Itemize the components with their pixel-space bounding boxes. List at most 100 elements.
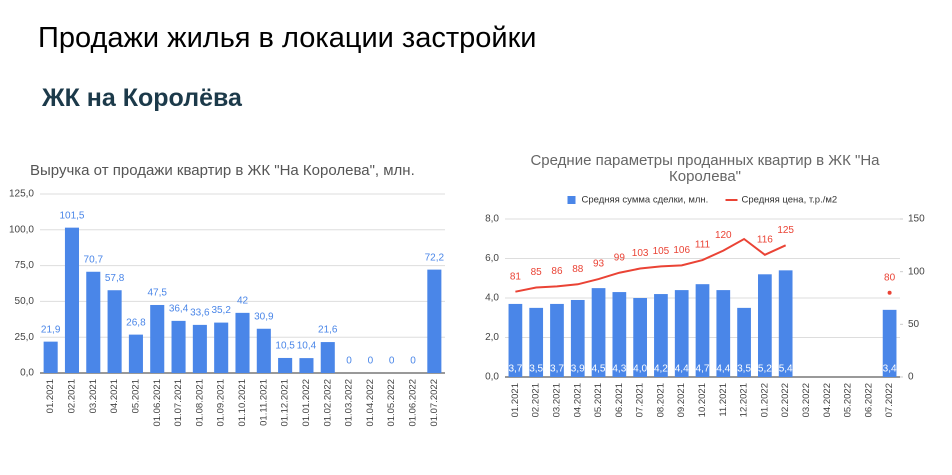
chart-title: Выручка от продажи квартир в ЖК "На Коро… [30, 162, 415, 179]
data-label: 86 [551, 266, 563, 277]
x-tick-label: 05.2021 [130, 379, 141, 413]
bar [633, 298, 647, 377]
y-tick-label: 6,0 [485, 253, 499, 264]
page-title: Продажи жилья в локации застройки [38, 22, 537, 54]
data-label: 3,7 [550, 364, 564, 375]
data-label: 0 [410, 356, 416, 367]
y-tick-label: 25,0 [15, 332, 35, 343]
bar [320, 342, 335, 373]
x-tick-label: 06.2021 [614, 383, 625, 417]
bar [150, 304, 165, 373]
bar [529, 307, 544, 377]
data-label: 81 [510, 271, 522, 282]
x-tick-label: 04.2021 [572, 383, 583, 417]
data-label: 3,4 [883, 364, 897, 375]
data-label: 10,4 [297, 341, 317, 352]
x-tick-label: 03.2022 [801, 383, 812, 417]
data-label: 4,4 [675, 364, 689, 375]
bar [591, 288, 606, 377]
x-tick-label: 02.2021 [531, 383, 542, 417]
bar [171, 320, 186, 373]
x-tick-label: 05.2021 [593, 383, 604, 417]
bar [674, 290, 689, 377]
data-label: 0 [389, 356, 395, 367]
x-tick-label: 01.04.2022 [365, 379, 376, 427]
data-label: 4,7 [696, 364, 710, 375]
data-label: 3,5 [529, 364, 543, 375]
data-label: 0 [346, 356, 352, 367]
y2-tick-label: 150 [908, 214, 925, 225]
y-tick-label: 75,0 [15, 260, 35, 271]
x-tick-label: 07.2022 [884, 383, 895, 417]
data-label: 4,0 [633, 364, 647, 375]
bar [758, 274, 772, 377]
bar [256, 328, 271, 373]
x-tick-label: 01.06.2021 [152, 379, 163, 427]
bar [128, 334, 143, 373]
x-tick-label: 12.2021 [739, 383, 750, 417]
data-label: 88 [572, 264, 584, 275]
data-label: 33,6 [190, 308, 210, 319]
bar [716, 290, 731, 377]
data-label: 116 [757, 234, 773, 245]
data-label: 30,9 [254, 311, 274, 322]
data-label: 21,9 [41, 324, 61, 335]
x-tick-label: 01.09.2021 [216, 379, 227, 427]
x-tick-label: 06.2022 [863, 383, 874, 417]
data-label: 3,7 [508, 364, 522, 375]
x-tick-label: 08.2021 [655, 383, 666, 417]
data-label: 0 [368, 356, 374, 367]
data-label: 5,4 [779, 364, 793, 375]
data-label: 4,3 [612, 364, 626, 375]
y-tick-label: 50,0 [15, 296, 35, 307]
y2-tick-label: 100 [908, 266, 925, 277]
chart-title: Средние параметры проданных квартир в ЖК… [530, 152, 880, 185]
y-tick-label: 0,0 [20, 368, 34, 379]
bar [86, 271, 101, 373]
bar [612, 292, 627, 377]
legend-label: Средняя сумма сделки, млн. [582, 195, 709, 206]
data-label: 35,2 [211, 305, 231, 316]
x-tick-label: 02.2021 [66, 379, 77, 413]
y-tick-label: 0,0 [485, 372, 499, 383]
x-tick-label: 04.2022 [822, 383, 833, 417]
bar [278, 357, 293, 373]
x-tick-label: 01.06.2022 [408, 379, 419, 427]
bar [695, 284, 710, 377]
x-tick-label: 01.07.2021 [173, 379, 184, 427]
x-tick-label: 01.07.2022 [429, 379, 440, 427]
bar [508, 303, 523, 377]
bar [427, 269, 442, 373]
x-tick-label: 01.2022 [759, 383, 770, 417]
data-label: 125 [777, 225, 794, 236]
data-label: 4,5 [592, 364, 606, 375]
x-tick-label: 04.2021 [109, 379, 120, 413]
data-label: 101,5 [59, 210, 84, 221]
x-tick-label: 01.10.2021 [237, 379, 248, 427]
data-label: 47,5 [148, 288, 168, 299]
bar [43, 341, 58, 373]
data-label: 4,2 [654, 364, 668, 375]
x-tick-label: 05.2022 [843, 383, 854, 417]
x-tick-label: 02.2022 [780, 383, 791, 417]
data-label: 80 [884, 272, 896, 283]
x-tick-label: 07.2021 [635, 383, 646, 417]
x-tick-label: 09.2021 [676, 383, 687, 417]
y-tick-label: 125,0 [9, 189, 34, 200]
y-tick-label: 8,0 [485, 214, 499, 225]
bar [64, 227, 80, 373]
y-tick-label: 2,0 [485, 332, 499, 343]
bar [107, 290, 122, 373]
data-label: 72,2 [425, 252, 445, 263]
bar [214, 322, 229, 373]
bar [882, 309, 897, 377]
data-label: 57,8 [105, 273, 125, 284]
legend-swatch [567, 196, 576, 204]
data-label: 5,2 [758, 364, 772, 375]
bar [778, 270, 793, 377]
data-label: 4,4 [716, 364, 730, 375]
data-label: 120 [715, 230, 732, 241]
line-point [887, 290, 892, 295]
